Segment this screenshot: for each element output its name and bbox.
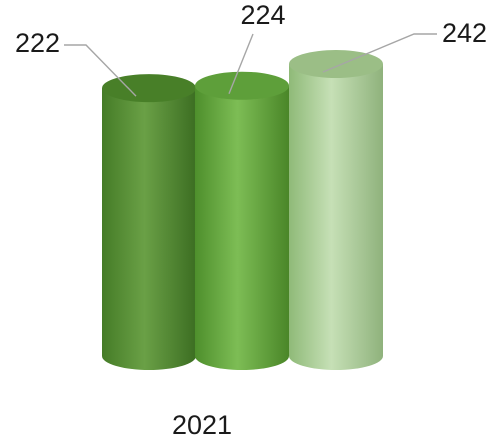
bar-top — [195, 71, 289, 100]
bar-top — [289, 50, 383, 78]
bar-cylinder-1 — [195, 71, 289, 370]
leader-line — [64, 44, 137, 97]
bar-top — [102, 74, 196, 103]
bar-body — [289, 64, 383, 370]
bar-body — [102, 88, 196, 370]
x-tick-label: 2021 — [172, 410, 232, 436]
data-label: 224 — [240, 0, 285, 30]
bar-body — [195, 85, 289, 370]
data-label: 242 — [442, 18, 487, 48]
leader-line — [228, 33, 254, 94]
bar-cylinder-0 — [102, 74, 196, 370]
data-label: 222 — [15, 28, 60, 58]
bar-cylinder-2 — [289, 50, 383, 370]
leader-line — [322, 33, 437, 73]
